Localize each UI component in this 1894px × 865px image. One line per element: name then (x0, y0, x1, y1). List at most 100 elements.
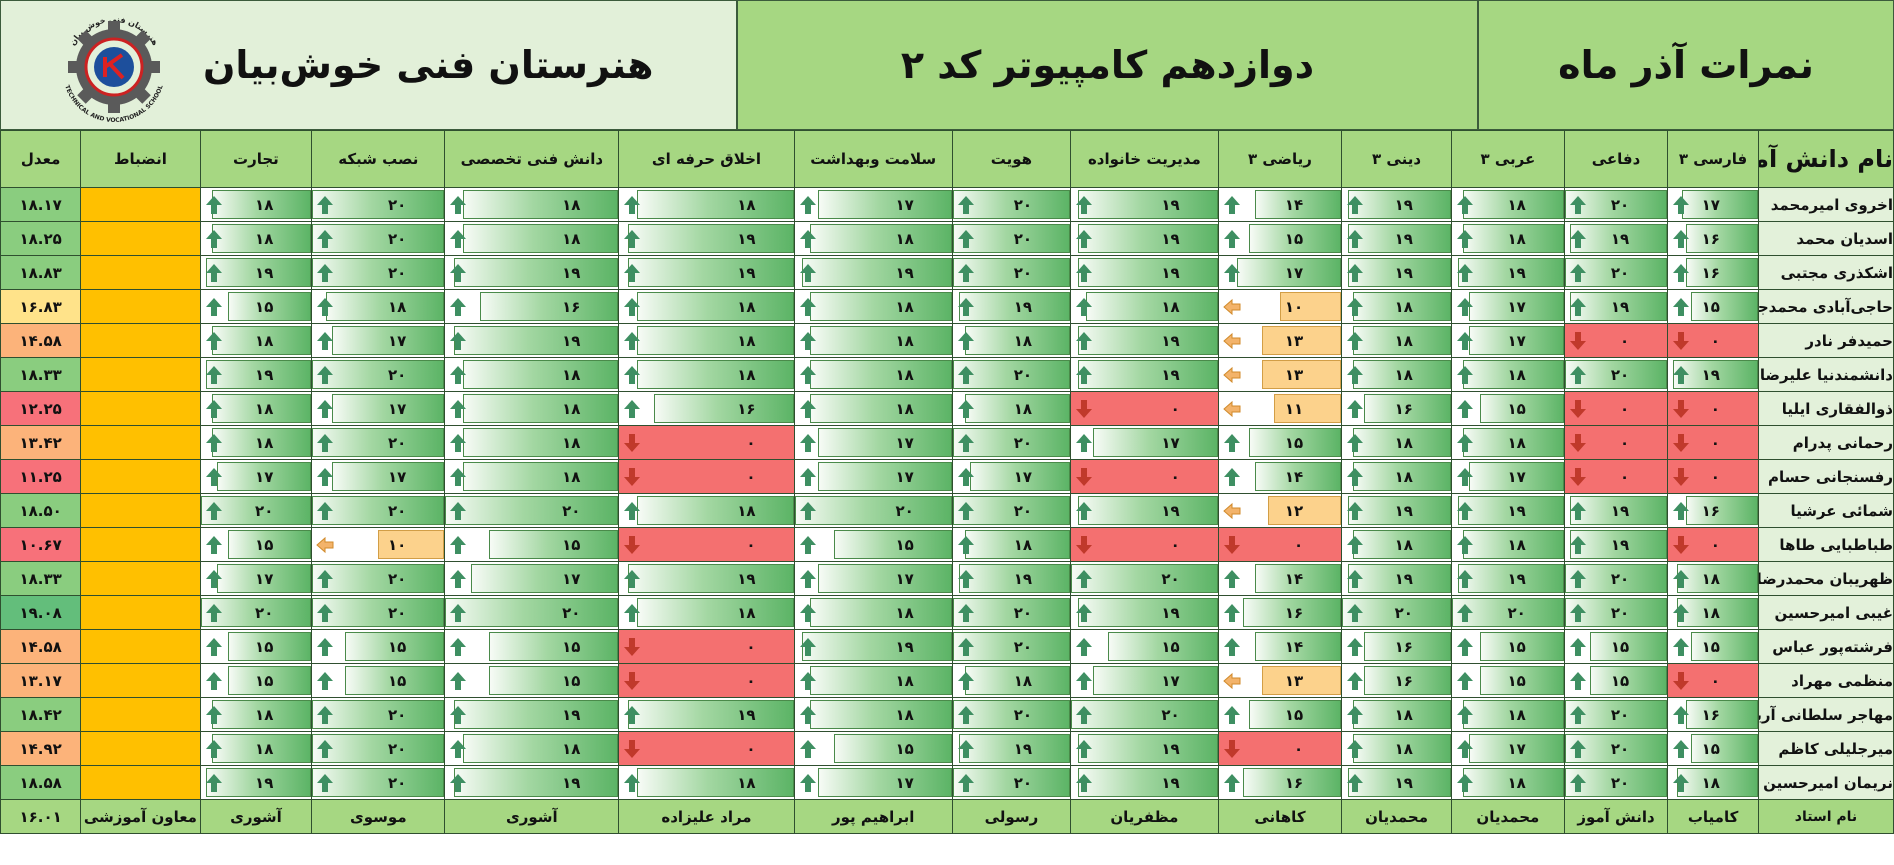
grade-bar (1353, 462, 1451, 491)
average-cell: ۱۳.۴۲ (0, 425, 82, 460)
grade-bar (1071, 700, 1218, 729)
grade-cell: ۱۸ (1341, 425, 1452, 460)
grade-bar (1353, 360, 1451, 389)
table-row: طباطبایی طاها ۰ ۱۹ ۱۸ ۱۸ ۰ ۰ ۱۸ ۱۵ ۰ ۱۵ ۱۰ ۱۵ ۱۰.۶۷ (0, 527, 1894, 562)
grade-value: ۱۴ (1284, 637, 1304, 656)
grade-bar (462, 224, 618, 253)
grade-cell: ۱۸ (444, 391, 620, 426)
grade-value: ۱۸ (1013, 535, 1032, 554)
grade-cell: ۱۶ (1667, 255, 1759, 290)
grade-bar (636, 326, 794, 355)
students-body: اخروی امیرمحمد ۱۷ ۲۰ ۱۸ ۱۹ ۱۴ ۱۹ ۲۰ ۱۷ ۱۸ ۱۸ ۲۰ ۱۸ ۱۸… (0, 187, 1894, 800)
grade-bar (810, 326, 952, 355)
grade-cell: ۱۷ (793, 561, 953, 596)
grade-value: ۱۸ (255, 705, 274, 724)
grade-value: ۲۰ (1013, 705, 1032, 724)
arrow-up-icon (1076, 603, 1092, 622)
arrow-up-icon (1223, 467, 1240, 486)
grade-bar (332, 462, 444, 491)
grade-cell: ۱۸ (618, 289, 795, 324)
arrow-up-icon (1673, 739, 1690, 758)
arrow-up-icon (799, 739, 816, 758)
grade-bar (802, 258, 952, 287)
grade-cell: ۱۵ (444, 527, 620, 562)
grade-cell: ۱۶ (444, 289, 620, 324)
grade-bar (1468, 292, 1564, 321)
grade-cell: ۲۰ (1563, 357, 1669, 392)
grade-value: ۲۰ (388, 433, 407, 452)
grade-bar (325, 292, 444, 321)
arrow-up-icon (1456, 535, 1473, 554)
grade-value: ۱۶ (1701, 263, 1720, 282)
average-cell: ۱۸.۳۳ (0, 357, 82, 392)
arrow-up-icon (1223, 705, 1240, 724)
grade-bar (636, 190, 794, 219)
grade-bar (1690, 632, 1758, 661)
class-title: دوازدهم کامپیوتر کد ۲ (737, 0, 1478, 130)
grade-value: ۲۰ (388, 501, 407, 520)
arrow-up-icon (1076, 365, 1092, 384)
arrow-up-icon (450, 603, 467, 622)
grade-value: ۱۵ (1701, 637, 1720, 656)
grade-cell: ۱۹ (444, 697, 620, 732)
grade-value: ۱۸ (1394, 705, 1413, 724)
grade-cell: ۱۹ (1070, 357, 1219, 392)
arrow-up-icon (1673, 229, 1690, 248)
teacher-name: رسولی (951, 799, 1072, 834)
grade-value: ۱۸ (1507, 773, 1526, 792)
student-name: ظهریبان محمدرضا (1757, 561, 1894, 596)
grade-cell: ۱۳ (1217, 323, 1343, 358)
grade-value: ۲۰ (1610, 739, 1630, 758)
grade-value: ۲۰ (1013, 433, 1032, 452)
grade-bar (312, 768, 444, 797)
grade-bar (206, 258, 311, 287)
grade-cell: ۱۷ (1070, 425, 1219, 460)
grade-value: ۱۸ (562, 195, 581, 214)
grade-bar (1071, 564, 1218, 593)
grade-value: ۱۶ (1284, 603, 1304, 622)
grade-cell: ۱۸ (1450, 527, 1565, 562)
grade-bar (1463, 530, 1564, 559)
grade-value: ۱۹ (1161, 773, 1180, 792)
average-cell: ۱۱.۲۵ (0, 459, 82, 494)
grade-cell: ۰ (1070, 459, 1219, 494)
grade-bar (953, 598, 1070, 627)
grade-cell: ۲۰ (1563, 595, 1669, 630)
grade-bar (953, 360, 1070, 389)
grade-cell: ۱۶ (1667, 697, 1759, 732)
grade-value: ۱۵ (895, 535, 914, 554)
grade-cell: ۱۲ (1217, 493, 1343, 528)
arrow-up-icon (1347, 569, 1364, 588)
arrow-up-icon (317, 433, 334, 452)
grade-value: ۱۹ (1013, 569, 1032, 588)
grade-bar (345, 666, 444, 695)
grade-cell: ۲۰ (951, 255, 1072, 290)
arrow-up-icon (1347, 467, 1364, 486)
grade-value: ۱۶ (737, 399, 756, 418)
arrow-up-icon (1673, 297, 1690, 316)
arrow-up-icon (205, 535, 222, 554)
grade-bar (1347, 224, 1451, 253)
arrow-up-icon (799, 535, 816, 554)
grade-cell: ۲۰ (311, 561, 446, 596)
grade-bar (488, 666, 618, 695)
grade-bar (1463, 360, 1564, 389)
arrow-up-icon (1673, 773, 1690, 792)
arrow-up-icon (1347, 603, 1364, 622)
discipline-teacher: معاون آموزشی (80, 799, 201, 834)
arrow-up-icon (1076, 501, 1092, 520)
grade-value: ۱۵ (1701, 739, 1720, 758)
grade-value: ۱۸ (562, 433, 581, 452)
arrow-up-icon (624, 399, 641, 418)
grade-value: ۱۷ (895, 195, 914, 214)
arrow-up-icon (957, 603, 974, 622)
table-row: غیبی امیرحسین ۱۸ ۲۰ ۲۰ ۲۰ ۱۶ ۱۹ ۲۰ ۱۸ ۱۸ ۲۰ ۲۰ ۲۰ ۱۹.… (0, 595, 1894, 630)
arrow-up-icon (1347, 637, 1364, 656)
arrow-up-icon (799, 637, 816, 656)
grade-value: ۲۰ (388, 263, 407, 282)
grade-bar (345, 632, 444, 661)
discipline-cell (80, 289, 201, 324)
grade-cell: ۱۸ (444, 731, 620, 766)
grade-value: ۱۸ (737, 365, 756, 384)
arrow-up-icon (450, 263, 467, 282)
